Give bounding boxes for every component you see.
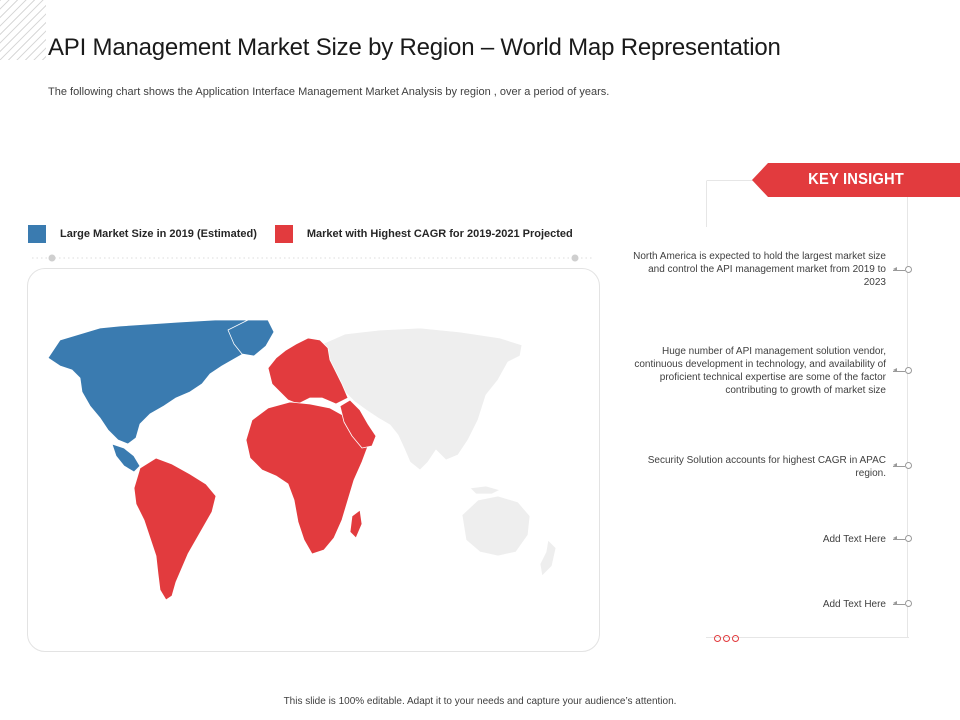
region-asia — [319, 327, 523, 471]
legend-swatch-blue — [28, 225, 46, 243]
insight-text-3: Security Solution accounts for highest C… — [647, 455, 886, 479]
more-dots-icon — [714, 635, 739, 642]
region-north-america — [47, 319, 269, 473]
region-greenland — [227, 319, 275, 357]
footer-note: This slide is 100% editable. Adapt it to… — [283, 696, 677, 707]
insight-marker-2 — [893, 367, 913, 375]
insight-marker-4 — [893, 535, 913, 543]
key-insight-banner: KEY INSIGHT — [752, 163, 960, 197]
region-europe — [267, 337, 349, 405]
insight-text-1: North America is expected to hold the la… — [633, 251, 886, 288]
map-legend: Large Market Size in 2019 (Estimated) Ma… — [28, 225, 591, 243]
legend-label-large-market: Large Market Size in 2019 (Estimated) — [60, 228, 257, 240]
insight-marker-3 — [893, 462, 913, 470]
insight-marker-5 — [893, 600, 913, 608]
legend-divider — [32, 254, 592, 262]
insight-text-2: Huge number of API management solution v… — [634, 346, 886, 396]
region-oceania-islands — [469, 485, 557, 577]
page-subtitle: The following chart shows the Applicatio… — [48, 86, 610, 98]
key-insight-frame — [706, 180, 909, 638]
insight-text-5: Add Text Here — [822, 599, 886, 610]
world-map — [47, 319, 557, 601]
key-insight-heading: KEY INSIGHT — [808, 171, 904, 188]
legend-label-highest-cagr: Market with Highest CAGR for 2019-2021 P… — [306, 228, 573, 240]
region-madagascar — [349, 509, 363, 539]
insight-marker-1 — [893, 266, 913, 274]
corner-hatch-decoration — [0, 0, 46, 60]
legend-swatch-red — [274, 225, 293, 243]
map-card — [27, 268, 600, 652]
insight-text-4: Add Text Here — [822, 534, 886, 545]
legend-item-large-market: Large Market Size in 2019 (Estimated) — [28, 225, 257, 243]
region-middle-east — [339, 399, 377, 449]
page-title: API Management Market Size by Region – W… — [48, 34, 781, 61]
region-africa — [245, 401, 369, 555]
legend-item-highest-cagr: Market with Highest CAGR for 2019-2021 P… — [274, 225, 573, 243]
region-oceania — [461, 495, 531, 557]
region-south-america — [133, 457, 217, 601]
